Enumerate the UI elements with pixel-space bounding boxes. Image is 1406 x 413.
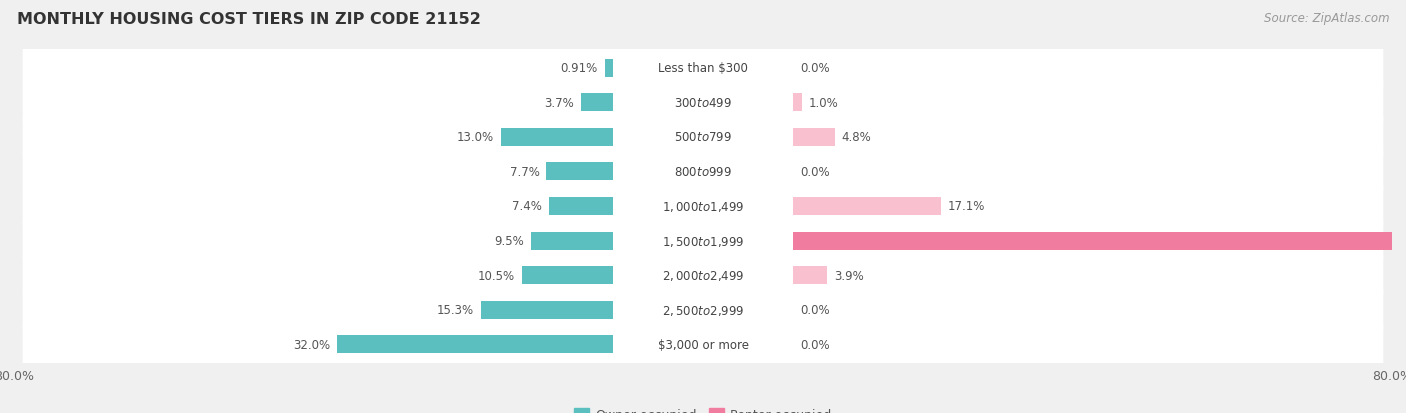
Bar bbox=[793, 128, 835, 147]
Bar bbox=[481, 301, 613, 319]
Text: MONTHLY HOUSING COST TIERS IN ZIP CODE 21152: MONTHLY HOUSING COST TIERS IN ZIP CODE 2… bbox=[17, 12, 481, 27]
Bar bbox=[605, 59, 613, 78]
Text: $2,500 to $2,999: $2,500 to $2,999 bbox=[662, 303, 744, 317]
FancyBboxPatch shape bbox=[22, 36, 1384, 101]
Text: $2,000 to $2,499: $2,000 to $2,499 bbox=[662, 268, 744, 282]
Bar bbox=[793, 94, 801, 112]
Text: 15.3%: 15.3% bbox=[437, 304, 474, 316]
Bar bbox=[531, 232, 613, 250]
Text: 9.5%: 9.5% bbox=[494, 235, 524, 247]
Bar bbox=[793, 266, 827, 285]
Text: 1.0%: 1.0% bbox=[808, 97, 838, 109]
Text: $1,500 to $1,999: $1,500 to $1,999 bbox=[662, 234, 744, 248]
Bar bbox=[522, 266, 613, 285]
Text: 4.8%: 4.8% bbox=[842, 131, 872, 144]
Bar bbox=[581, 94, 613, 112]
Text: $1,000 to $1,499: $1,000 to $1,499 bbox=[662, 199, 744, 214]
Bar bbox=[793, 232, 1400, 250]
Text: $300 to $499: $300 to $499 bbox=[673, 97, 733, 109]
Text: 7.4%: 7.4% bbox=[512, 200, 541, 213]
Text: 32.0%: 32.0% bbox=[292, 338, 330, 351]
Text: 0.0%: 0.0% bbox=[800, 304, 830, 316]
Text: Source: ZipAtlas.com: Source: ZipAtlas.com bbox=[1264, 12, 1389, 25]
Legend: Owner-occupied, Renter-occupied: Owner-occupied, Renter-occupied bbox=[568, 404, 838, 413]
FancyBboxPatch shape bbox=[22, 71, 1384, 135]
Text: $3,000 or more: $3,000 or more bbox=[658, 338, 748, 351]
Text: 10.5%: 10.5% bbox=[478, 269, 515, 282]
Text: 0.0%: 0.0% bbox=[800, 166, 830, 178]
Text: 0.0%: 0.0% bbox=[800, 338, 830, 351]
Text: $800 to $999: $800 to $999 bbox=[673, 166, 733, 178]
Text: 3.7%: 3.7% bbox=[544, 97, 574, 109]
Text: 7.7%: 7.7% bbox=[509, 166, 540, 178]
FancyBboxPatch shape bbox=[22, 278, 1384, 342]
FancyBboxPatch shape bbox=[22, 243, 1384, 308]
Text: $500 to $799: $500 to $799 bbox=[673, 131, 733, 144]
Text: Less than $300: Less than $300 bbox=[658, 62, 748, 75]
Text: 0.0%: 0.0% bbox=[800, 62, 830, 75]
Text: 3.9%: 3.9% bbox=[834, 269, 863, 282]
Bar bbox=[337, 335, 613, 354]
Bar bbox=[548, 197, 613, 216]
FancyBboxPatch shape bbox=[22, 312, 1384, 377]
FancyBboxPatch shape bbox=[22, 105, 1384, 170]
Bar bbox=[501, 128, 613, 147]
FancyBboxPatch shape bbox=[22, 209, 1384, 273]
FancyBboxPatch shape bbox=[22, 140, 1384, 204]
Text: 0.91%: 0.91% bbox=[561, 62, 598, 75]
Text: 13.0%: 13.0% bbox=[457, 131, 494, 144]
Bar bbox=[793, 197, 941, 216]
FancyBboxPatch shape bbox=[22, 174, 1384, 239]
Text: 17.1%: 17.1% bbox=[948, 200, 986, 213]
Bar bbox=[547, 163, 613, 181]
